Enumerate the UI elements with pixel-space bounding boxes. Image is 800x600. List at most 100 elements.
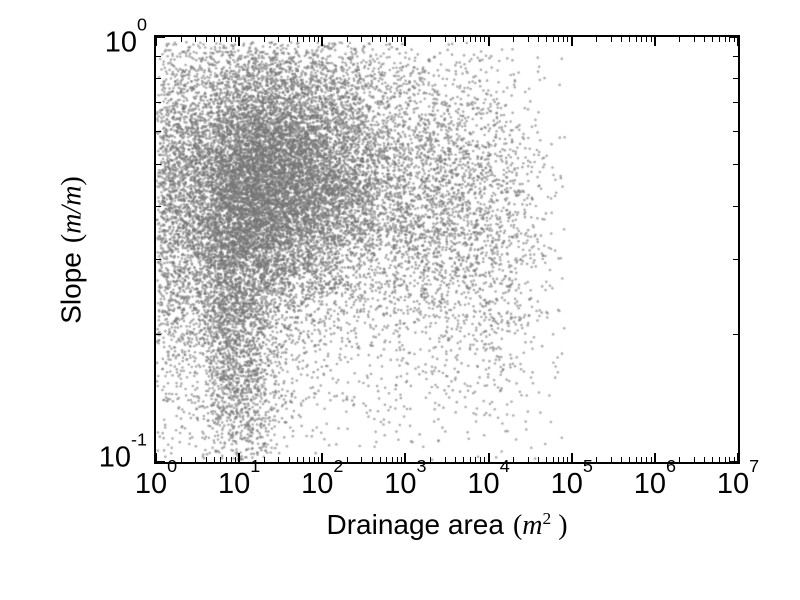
x-minor-tick	[213, 457, 215, 462]
x-minor-tick	[635, 457, 637, 462]
x-minor-tick	[386, 457, 388, 462]
x-minor-tick	[278, 457, 280, 462]
x-minor-tick	[469, 37, 471, 42]
x-minor-tick	[205, 37, 207, 42]
x-minor-tick	[729, 37, 731, 42]
x-minor-tick	[724, 457, 726, 462]
x-minor-tick	[296, 37, 298, 42]
x-minor-tick	[641, 457, 643, 462]
y-minor-tick	[156, 333, 161, 335]
x-minor-tick	[558, 457, 560, 462]
x-minor-tick	[230, 457, 232, 462]
x-minor-tick	[180, 457, 182, 462]
x-minor-tick	[386, 37, 388, 42]
x-minor-tick	[317, 457, 319, 462]
x-minor-tick	[234, 457, 236, 462]
x-minor-tick	[263, 457, 265, 462]
x-minor-tick	[563, 37, 565, 42]
x-minor-tick	[694, 37, 696, 42]
x-minor-tick	[475, 457, 477, 462]
x-minor-tick	[454, 37, 456, 42]
y-minor-tick	[733, 102, 738, 104]
x-minor-tick	[225, 457, 227, 462]
y-minor-tick	[733, 130, 738, 132]
y-major-tick	[156, 461, 165, 463]
x-minor-tick	[371, 457, 373, 462]
x-minor-tick	[552, 457, 554, 462]
x-major-tick	[570, 37, 573, 46]
x-minor-tick	[234, 37, 236, 42]
x-minor-tick	[429, 457, 431, 462]
x-major-tick	[487, 453, 490, 462]
x-minor-tick	[288, 457, 290, 462]
x-minor-tick	[719, 457, 721, 462]
x-minor-tick	[610, 457, 612, 462]
x-minor-tick	[195, 457, 197, 462]
x-minor-tick	[733, 457, 735, 462]
y-minor-tick	[156, 77, 161, 79]
y-minor-tick	[156, 55, 161, 57]
x-minor-tick	[230, 37, 232, 42]
x-minor-tick	[719, 37, 721, 42]
x-minor-tick	[308, 37, 310, 42]
x-minor-tick	[288, 37, 290, 42]
x-minor-tick	[694, 457, 696, 462]
x-minor-tick	[463, 457, 465, 462]
y-minor-tick	[733, 55, 738, 57]
y-minor-tick	[733, 258, 738, 260]
x-major-tick	[570, 453, 573, 462]
x-minor-tick	[724, 37, 726, 42]
x-minor-tick	[629, 37, 631, 42]
x-minor-tick	[567, 457, 569, 462]
x-minor-tick	[303, 37, 305, 42]
x-minor-tick	[361, 457, 363, 462]
x-axis-unit: (m2 )	[512, 509, 568, 541]
x-minor-tick	[513, 457, 515, 462]
x-minor-tick	[401, 37, 403, 42]
x-minor-tick	[444, 37, 446, 42]
x-minor-tick	[712, 37, 714, 42]
x-minor-tick	[401, 457, 403, 462]
x-minor-tick	[650, 37, 652, 42]
x-minor-tick	[484, 37, 486, 42]
y-axis-unit: (m/m)	[56, 176, 88, 244]
x-minor-tick	[629, 457, 631, 462]
x-major-tick	[487, 37, 490, 46]
x-minor-tick	[396, 37, 398, 42]
x-major-tick	[653, 453, 656, 462]
x-minor-tick	[646, 37, 648, 42]
y-tick-label-10e-1: 10-1	[98, 429, 147, 474]
y-axis-label-text: Slope	[55, 252, 87, 324]
x-minor-tick	[596, 37, 598, 42]
x-minor-tick	[392, 457, 394, 462]
y-minor-tick	[733, 77, 738, 79]
plot-area	[154, 35, 740, 464]
x-minor-tick	[567, 37, 569, 42]
x-major-tick	[404, 453, 407, 462]
x-minor-tick	[480, 457, 481, 462]
x-axis-label-text: Drainage area	[326, 509, 504, 540]
x-minor-tick	[552, 37, 554, 42]
x-minor-tick	[646, 457, 648, 462]
x-minor-tick	[225, 37, 227, 42]
y-minor-tick	[733, 164, 738, 166]
x-minor-tick	[361, 37, 363, 42]
x-major-tick	[737, 453, 739, 462]
x-tick-label-10e5: 105	[550, 456, 593, 500]
x-minor-tick	[379, 457, 381, 462]
x-major-tick	[653, 37, 656, 46]
y-minor-tick	[733, 333, 738, 335]
x-minor-tick	[205, 457, 207, 462]
x-minor-tick	[317, 37, 319, 42]
x-minor-tick	[558, 37, 560, 42]
x-minor-tick	[313, 457, 315, 462]
x-minor-tick	[527, 37, 529, 42]
x-minor-tick	[704, 37, 706, 42]
x-tick-label-10e2: 102	[301, 456, 344, 500]
x-minor-tick	[396, 457, 398, 462]
x-tick-label-10e6: 106	[633, 456, 676, 500]
x-tick-label-10e3: 103	[384, 456, 427, 500]
x-minor-tick	[371, 37, 373, 42]
x-minor-tick	[180, 37, 182, 42]
